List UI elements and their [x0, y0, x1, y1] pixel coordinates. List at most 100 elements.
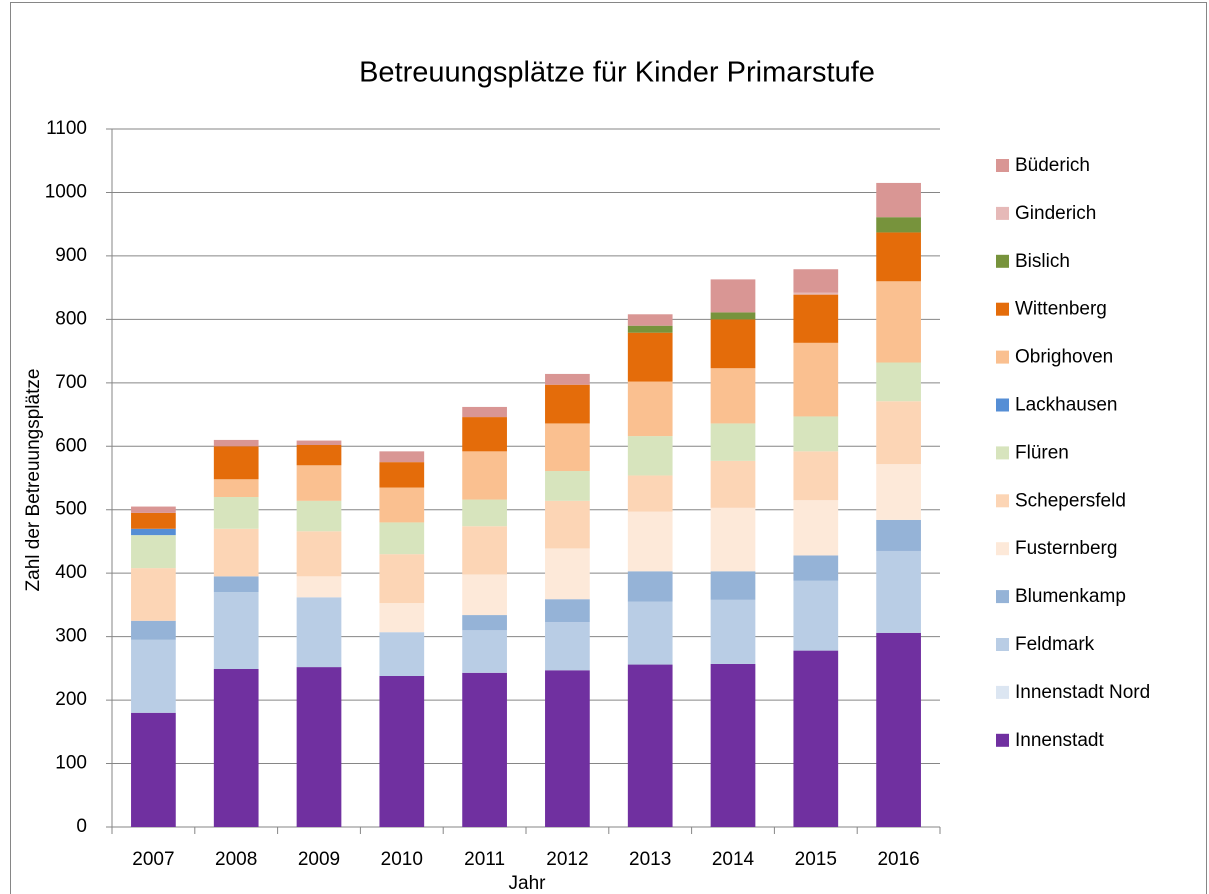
legend-label: Innenstadt [1015, 730, 1104, 751]
bar-segment [545, 423, 590, 472]
chart-title: Betreuungsplätze für Kinder Primarstufe [359, 57, 875, 89]
bar-segment [213, 439, 259, 447]
bar-segment [793, 294, 839, 343]
bar-segment [545, 500, 590, 549]
x-tick-label: 2010 [381, 849, 423, 870]
bar-segment [462, 526, 507, 575]
bar-segment [545, 548, 590, 600]
y-tick-label: 0 [76, 816, 87, 837]
bar-segment [793, 416, 839, 452]
bar-segment [710, 319, 756, 369]
bar-segment [876, 632, 921, 827]
bar-segment [710, 460, 756, 508]
bar-segment [131, 512, 176, 529]
bar-segment [462, 630, 507, 673]
x-tick-label: 2009 [298, 849, 340, 870]
legend-swatch [996, 542, 1009, 556]
bar-segment [296, 500, 342, 532]
bar-segment [296, 440, 342, 446]
legend-label: Ginderich [1015, 203, 1096, 224]
bar-segment [876, 281, 921, 363]
x-tick-label: 2008 [215, 849, 257, 870]
bar-segment [627, 475, 673, 512]
bar-segment [379, 675, 425, 827]
bar-segment [793, 269, 839, 293]
bar-segment [627, 325, 673, 333]
bar-segment [379, 603, 425, 633]
bar-segment [627, 601, 673, 665]
x-tick-label: 2013 [629, 849, 671, 870]
y-tick-label: 300 [55, 626, 87, 647]
legend-label: Lackhausen [1015, 395, 1117, 416]
bar-segment [793, 500, 839, 556]
bar-segment [876, 550, 921, 633]
bar-segment [876, 362, 921, 402]
y-tick-label: 500 [55, 499, 87, 520]
bar-segment [213, 528, 259, 577]
bar-segment [710, 423, 756, 461]
bar-segment [545, 622, 590, 671]
bar-segment [793, 292, 839, 295]
y-tick-label: 800 [55, 308, 87, 329]
legend-swatch [996, 685, 1009, 699]
x-tick-label: 2016 [877, 849, 919, 870]
bar-segment [710, 571, 756, 600]
bar-segment [131, 639, 176, 713]
legend-swatch [996, 398, 1009, 412]
legend-swatch [996, 590, 1009, 604]
y-axis-label: Zahl der Betreuungsplätze [23, 369, 44, 592]
bar-segment [627, 511, 673, 572]
bar-segment [462, 499, 507, 527]
legend-label: Wittenberg [1015, 299, 1107, 320]
bar-segment [213, 446, 259, 480]
y-tick-label: 400 [55, 562, 87, 583]
legend-swatch [996, 446, 1009, 460]
bar-segment [876, 232, 921, 282]
bar-segment [131, 712, 176, 827]
bar-segment [379, 451, 425, 463]
legend-label: Bislich [1015, 251, 1070, 272]
legend-swatch [996, 254, 1009, 268]
chart-frame [10, 2, 1207, 894]
legend-swatch [996, 302, 1009, 316]
bar-segment [462, 406, 507, 418]
legend-label: Feldmark [1015, 634, 1095, 655]
bar-segment [876, 401, 921, 465]
y-tick-label: 1000 [45, 181, 87, 202]
bar-segment [213, 668, 259, 827]
x-tick-label: 2015 [795, 849, 837, 870]
bar-segment [296, 667, 342, 827]
legend-swatch [996, 159, 1009, 172]
bar-segment [876, 519, 921, 551]
legend-swatch [996, 350, 1009, 364]
bar-segment [793, 342, 839, 417]
bar-segment [710, 507, 756, 572]
legend-label: Schepersfeld [1015, 490, 1126, 511]
x-tick-label: 2007 [132, 849, 174, 870]
x-axis-label: Jahr [509, 873, 547, 894]
bar-segment [793, 580, 839, 651]
y-tick-label: 1100 [46, 118, 87, 139]
bar-segment [131, 620, 176, 640]
legend-swatch [996, 206, 1009, 220]
bar-segment [627, 314, 673, 326]
bar-segment [876, 182, 921, 218]
bar-segment [379, 462, 425, 488]
bar-segment [379, 487, 425, 523]
bar-segment [793, 451, 839, 501]
y-tick-label: 600 [55, 435, 87, 456]
bar-segment [213, 592, 259, 669]
bar-segment [627, 664, 673, 827]
bar-segment [462, 672, 507, 827]
bar-segment [131, 535, 176, 569]
x-tick-label: 2014 [712, 849, 755, 870]
bar-segment [710, 279, 756, 313]
legend-label: Blumenkamp [1015, 586, 1126, 607]
bar-segment [131, 528, 176, 536]
legend-swatch [996, 638, 1009, 651]
legend-label: Büderich [1015, 155, 1090, 176]
bar-segment [710, 663, 756, 827]
bar-segment [379, 632, 425, 676]
bar-segment [793, 650, 839, 827]
